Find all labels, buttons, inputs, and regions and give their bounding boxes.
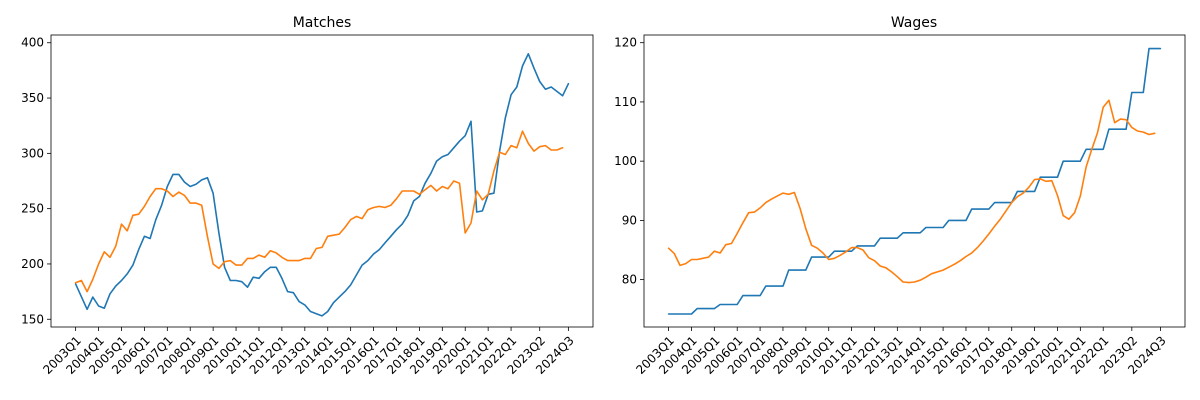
y-tick-label: 400 [21,36,44,50]
y-tick-label: 350 [21,91,44,105]
plot-frame [50,34,594,328]
plot-frame [643,34,1186,328]
matches-chart: Matches 150 200 250 300 350 400 2003Q12004Q12… [21,15,594,377]
y-tick-label: 100 [614,154,637,168]
x-axis: 2003Q12004Q12005Q12006Q12007Q12008Q12009… [40,327,577,377]
series-layer [74,53,570,317]
y-tick-label: 110 [614,95,637,109]
y-tick-label: 120 [614,36,637,50]
series-layer [667,47,1162,315]
chart-title: Matches [293,15,352,31]
y-tick-label: 250 [21,202,44,216]
series-line-2 [667,99,1156,284]
x-axis: 2003Q12004Q12005Q12006Q12007Q12008Q12009… [633,327,1169,377]
y-tick-label: 80 [622,273,637,287]
y-tick-label: 90 [622,213,637,227]
y-tick-label: 150 [21,312,44,326]
y-axis: 80 90 100 110 120 [614,36,644,287]
chart-title: Wages [891,15,937,31]
series-line-1 [74,53,570,317]
y-axis: 150 200 250 300 350 400 [21,36,51,326]
wages-chart: Wages 80 90 100 110 120 2003Q12004Q12005Q120… [614,15,1186,377]
y-tick-label: 300 [21,146,44,160]
y-tick-label: 200 [21,257,44,271]
series-line-1 [667,47,1162,315]
series-line-2 [74,130,564,293]
